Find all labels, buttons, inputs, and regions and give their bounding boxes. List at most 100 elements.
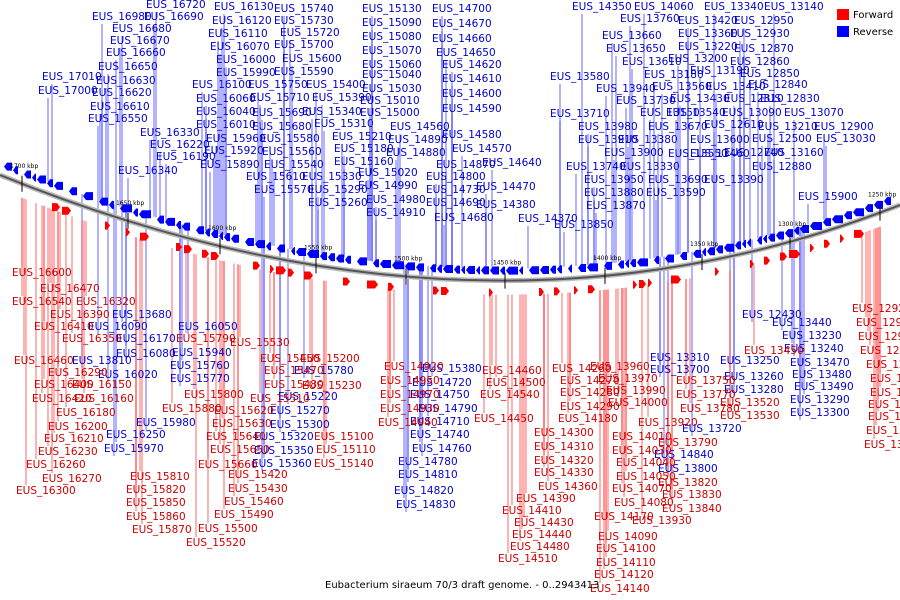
gene-label-reverse: EUS_14790 <box>418 403 478 415</box>
gene-label-forward: EUS_14170 <box>594 511 654 523</box>
reverse-gene-arrow <box>637 258 648 267</box>
gene-label-forward: EUS_14120 <box>594 569 654 581</box>
gene-label-reverse: EUS_13430 <box>670 93 730 105</box>
gene-label-forward: EUS_14040 <box>616 457 676 469</box>
gene-label-reverse: EUS_13910 <box>578 134 638 146</box>
reverse-gene-arrow <box>768 233 775 242</box>
gene-label-forward: EUS_15620 <box>214 405 274 417</box>
gene-label-forward: EUS_15820 <box>126 484 186 496</box>
gene-label-reverse: EUS_16040 <box>196 106 256 118</box>
gene-label-reverse: EUS_15900 <box>798 191 858 203</box>
legend: Forward Reverse <box>837 9 893 38</box>
gene-label-reverse: EUS_13580 <box>550 71 610 83</box>
forward-gene-arrow <box>176 242 182 251</box>
gene-label-reverse: EUS_14590 <box>442 103 502 115</box>
forward-gene-arrow <box>764 256 770 265</box>
gene-label-reverse: EUS_13150 <box>640 107 700 119</box>
gene-label-forward: EUS_16420 <box>32 393 92 405</box>
gene-label-reverse: EUS_15380 <box>422 363 482 375</box>
gene-label-reverse: EUS_16550 <box>88 113 148 125</box>
forward-gene-arrow <box>253 261 260 270</box>
gene-label-reverse: EUS_15890 <box>200 159 260 171</box>
reverse-gene-arrow <box>587 263 598 272</box>
gene-label-forward: EUS_12970 <box>860 345 900 357</box>
gene-label-reverse: EUS_15940 <box>172 347 232 359</box>
reverse-connectors <box>47 12 827 512</box>
gene-label-reverse: EUS_15610 <box>246 171 306 183</box>
reverse-gene-arrow <box>654 256 659 265</box>
gene-label-reverse: EUS_13720 <box>682 423 742 435</box>
gene-label-reverse: EUS_16070 <box>210 41 270 53</box>
gene-label-reverse: EUS_13070 <box>784 107 844 119</box>
gene-label-forward: EUS_14940 <box>378 417 438 429</box>
gene-label-reverse: EUS_14910 <box>366 207 426 219</box>
reverse-gene-arrow <box>4 162 12 171</box>
gene-label-forward: EUS_13750 <box>676 375 736 387</box>
gene-label-reverse: EUS_14750 <box>410 389 470 401</box>
reverse-gene-arrow <box>336 254 344 263</box>
gene-label-reverse: EUS_15270 <box>270 405 330 417</box>
gene-label-reverse: EUS_13490 <box>794 381 854 393</box>
gene-label-reverse: EUS_16720 <box>146 0 206 11</box>
scale-tick-label: 1650 kbp <box>116 200 144 207</box>
reverse-gene-arrow <box>307 249 319 258</box>
gene-label-forward: EUS_13080 <box>868 411 900 423</box>
gene-label-forward: EUS_14460 <box>482 365 542 377</box>
gene-label-reverse: EUS_15690 <box>252 107 312 119</box>
gene-label-reverse: EUS_15330 <box>302 171 362 183</box>
gene-label-reverse: EUS_16330 <box>140 127 200 139</box>
gene-label-reverse: EUS_12610 <box>704 119 764 131</box>
gene-label-reverse: EUS_15960 <box>206 133 266 145</box>
gene-label-reverse: EUS_13670 <box>648 121 708 133</box>
gene-label-reverse: EUS_15580 <box>260 133 320 145</box>
gene-label-forward: EUS_15490 <box>214 509 274 521</box>
reverse-gene-arrow <box>13 166 18 175</box>
scale-tick-label: 1300 kbp <box>778 221 806 228</box>
gene-label-reverse: EUS_13090 <box>722 107 782 119</box>
gene-label-forward: EUS_14950 <box>380 375 440 387</box>
gene-label-reverse: EUS_13210 <box>758 121 818 133</box>
gene-label-forward: EUS_13530 <box>720 410 780 422</box>
gene-label-reverse: EUS_12950 <box>734 15 794 27</box>
gene-label-forward: EUS_12920 <box>852 303 900 315</box>
scale-tick-label: 1700 kbp <box>10 163 38 170</box>
gene-label-reverse: EUS_15400 <box>306 79 366 91</box>
gene-label-forward: EUS_14050 <box>616 471 676 483</box>
forward-gene-arrow <box>126 228 130 237</box>
gene-label-reverse: EUS_13330 <box>620 161 680 173</box>
forward-gene-arrow <box>343 277 350 286</box>
reverse-gene-arrow <box>865 204 873 213</box>
gene-label-forward: EUS_13120 <box>864 439 900 451</box>
gene-label-reverse: EUS_15920 <box>204 145 264 157</box>
forward-gene-arrow <box>288 268 294 277</box>
reverse-gene-arrow <box>430 264 436 273</box>
gene-label-forward: EUS_15430 <box>228 483 288 495</box>
gene-label-reverse: EUS_14690 <box>426 197 486 209</box>
scale-ticks: 1700 kbp 1650 kbp 1600 kbp 1550 kbp 1500 kbp… <box>10 163 896 289</box>
forward-gene-track <box>52 203 864 297</box>
gene-label-reverse: EUS_16670 <box>110 35 170 47</box>
forward-gene-arrow <box>554 287 560 296</box>
gene-label-forward: EUS_14920 <box>384 361 444 373</box>
forward-gene-arrow <box>840 234 844 243</box>
gene-label-reverse: EUS_14890 <box>388 134 448 146</box>
gene-label-forward: EUS_13790 <box>658 437 718 449</box>
gene-label-forward: EUS_12940 <box>856 317 900 329</box>
reverse-gene-arrow <box>557 265 562 274</box>
gene-label-reverse: EUS_13690 <box>648 174 708 186</box>
gene-label-forward: EUS_15100 <box>314 431 374 443</box>
forward-gene-arrow <box>539 288 544 297</box>
gene-label-reverse: EUS_15970 <box>104 443 164 455</box>
reverse-gene-arrow <box>392 261 404 270</box>
gene-label-reverse: EUS_16110 <box>208 28 268 40</box>
forward-gene-arrow <box>750 259 754 268</box>
reverse-gene-arrow <box>481 266 489 275</box>
gene-label-reverse: EUS_13980 <box>578 121 638 133</box>
gene-label-reverse: EUS_14700 <box>432 3 492 15</box>
reverse-gene-arrow <box>568 264 572 273</box>
reverse-gene-arrow <box>224 233 230 242</box>
reverse-gene-arrow <box>506 266 518 275</box>
legend-forward-swatch <box>837 9 849 20</box>
scale-tick-label: 1600 kbp <box>208 225 236 232</box>
reverse-gene-arrow <box>24 170 31 179</box>
